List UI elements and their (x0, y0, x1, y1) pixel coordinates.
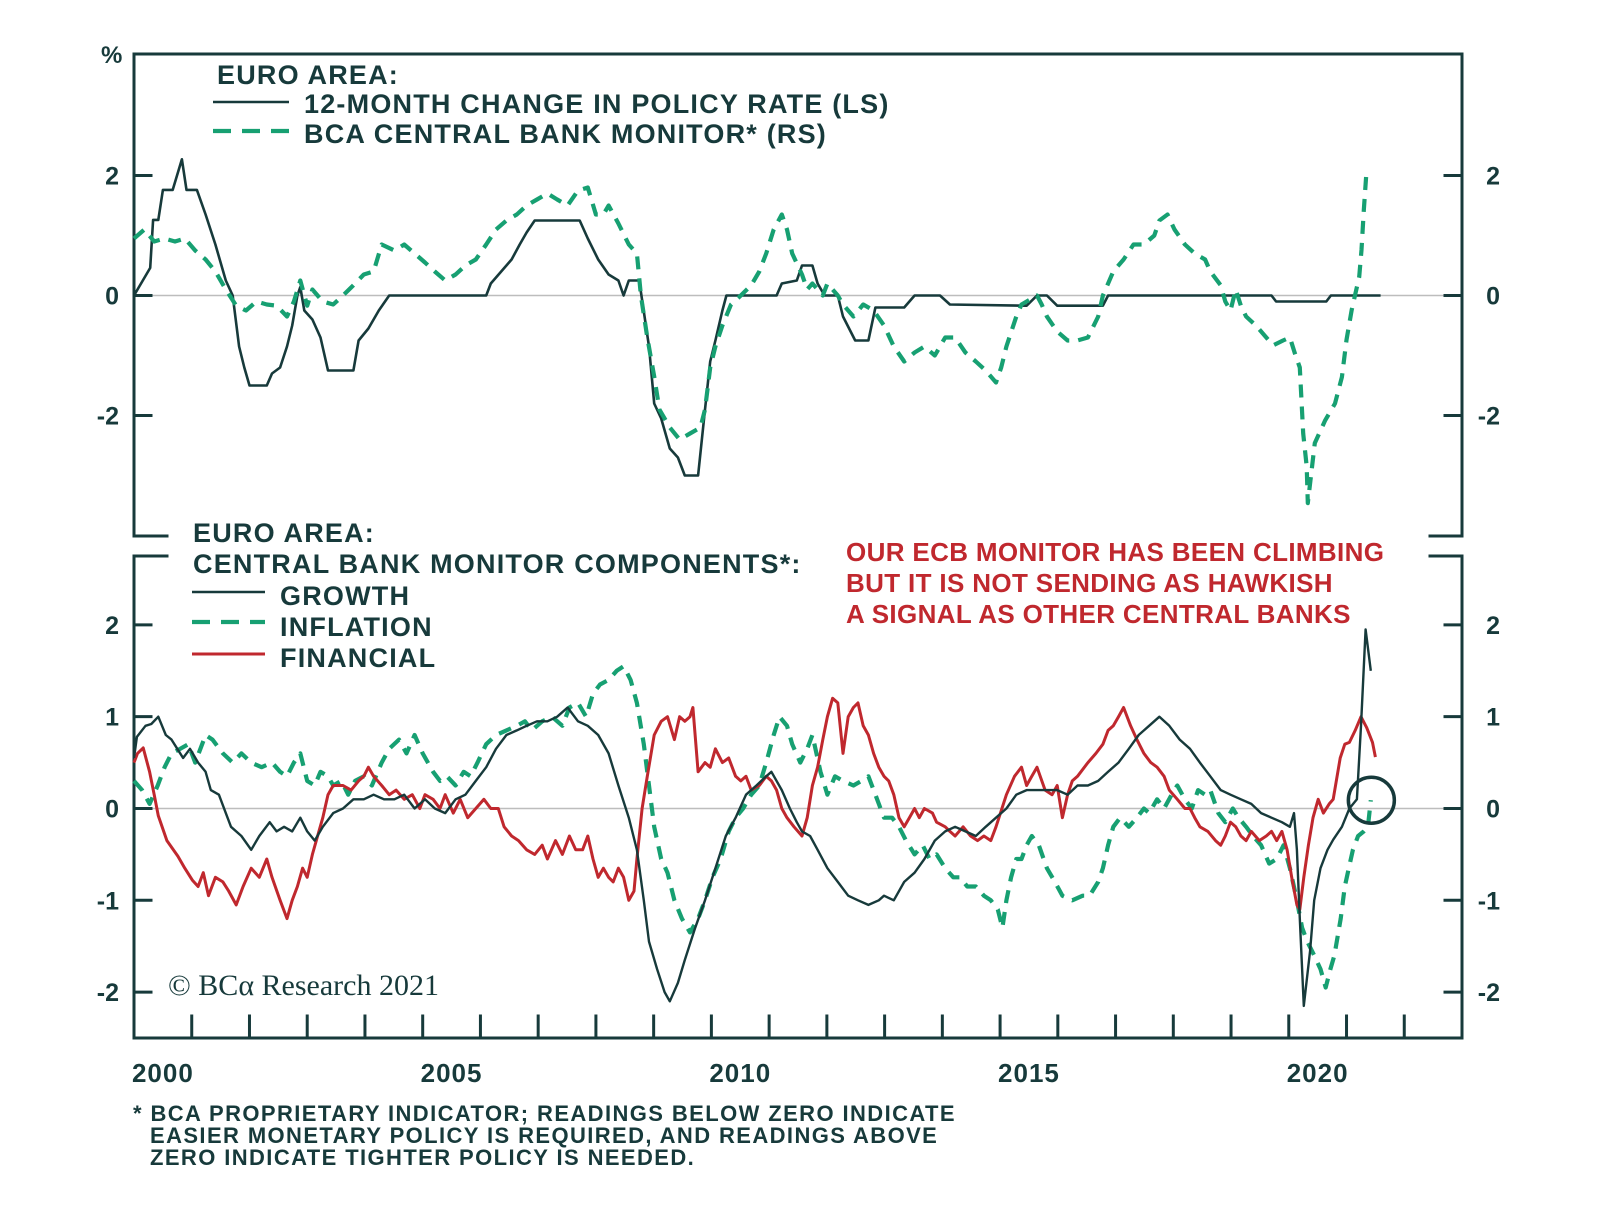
x-tick-label: 2005 (421, 1058, 483, 1088)
bottom-right-y-tick-label: -2 (1478, 979, 1500, 1007)
footnote-line-2: EASIER MONETARY POLICY IS REQUIRED, AND … (150, 1123, 938, 1148)
footnote: * BCA PROPRIETARY INDICATOR; READINGS BE… (133, 1101, 956, 1170)
bottom-right-y-tick-label: 0 (1486, 795, 1500, 823)
series-lines (132, 158, 1397, 1008)
series-line-growth (132, 628, 1372, 1008)
series-line-cbm (132, 175, 1369, 506)
top-left-y-tick-label: 0 (105, 283, 119, 311)
top-panel-left-axis (132, 52, 169, 538)
axis-ticks (132, 174, 1464, 1040)
bottom-left-y-tick-label: 1 (105, 704, 119, 732)
top-panel-frame (132, 52, 1464, 538)
bottom-left-y-tick-label: 0 (105, 795, 119, 823)
annotation-callout: OUR ECB MONITOR HAS BEEN CLIMBING BUT IT… (846, 537, 1384, 629)
x-tick-label: 2000 (132, 1058, 194, 1088)
x-tick-label: 2015 (998, 1058, 1060, 1088)
legend-label-cbm: BCA CENTRAL BANK MONITOR* (RS) (304, 119, 827, 149)
y-axis-unit-label: % (101, 42, 122, 69)
bottom-panel-left-axis (132, 554, 169, 1040)
tick-labels: 2 2 0 0 -2 -2 2 2 1 1 0 0 -1 -1 -2 -2 2000 2005 2010 2015 20… (97, 163, 1500, 1089)
legend-label-inflation: INFLATION (280, 612, 433, 642)
top-legend-title: EURO AREA: (217, 60, 399, 90)
legend-label-policy-rate: 12-MONTH CHANGE IN POLICY RATE (LS) (304, 89, 890, 119)
bottom-panel-frame (132, 554, 1464, 1040)
bottom-panel-right-axis (1428, 554, 1464, 1040)
footnote-line-3: ZERO INDICATE TIGHTER POLICY IS NEEDED. (150, 1145, 695, 1170)
bottom-right-y-tick-label: 2 (1486, 612, 1500, 640)
bottom-right-y-tick-label: 1 (1486, 704, 1500, 732)
copyright-notice: © BCα Research 2021 (168, 969, 439, 1002)
bottom-legend-subtitle: CENTRAL BANK MONITOR COMPONENTS*: (193, 549, 802, 579)
bottom-legend: EURO AREA: CENTRAL BANK MONITOR COMPONEN… (192, 518, 802, 673)
series-line-policy_rate (132, 158, 1381, 477)
top-panel-right-axis (1428, 52, 1464, 538)
top-legend: EURO AREA: 12-MONTH CHANGE IN POLICY RAT… (213, 60, 890, 149)
top-right-y-tick-label: 0 (1486, 283, 1500, 311)
top-left-y-tick-label: 2 (105, 163, 119, 191)
series-line-inflation (132, 664, 1373, 990)
x-tick-label: 2020 (1287, 1058, 1349, 1088)
bottom-left-y-tick-label: 2 (105, 612, 119, 640)
footnote-line-1: * BCA PROPRIETARY INDICATOR; READINGS BE… (133, 1101, 956, 1126)
bottom-right-y-tick-label: -1 (1478, 887, 1500, 915)
highlight-circle (1346, 775, 1397, 825)
top-right-y-tick-label: -2 (1478, 403, 1500, 431)
annotation-line-2: BUT IT IS NOT SENDING AS HAWKISH (846, 568, 1333, 598)
bottom-left-y-tick-label: -2 (97, 979, 119, 1007)
legend-label-financial: FINANCIAL (280, 643, 436, 673)
top-left-y-tick-label: -2 (97, 403, 119, 431)
x-tick-label: 2010 (709, 1058, 771, 1088)
bottom-legend-title: EURO AREA: (193, 518, 375, 548)
top-right-y-tick-label: 2 (1486, 163, 1500, 191)
annotation-line-1: OUR ECB MONITOR HAS BEEN CLIMBING (846, 537, 1384, 567)
legend-label-growth: GROWTH (280, 581, 410, 611)
annotation-line-3: A SIGNAL AS OTHER CENTRAL BANKS (846, 599, 1351, 629)
series-line-financial (132, 696, 1377, 921)
bottom-left-y-tick-label: -1 (97, 887, 119, 915)
